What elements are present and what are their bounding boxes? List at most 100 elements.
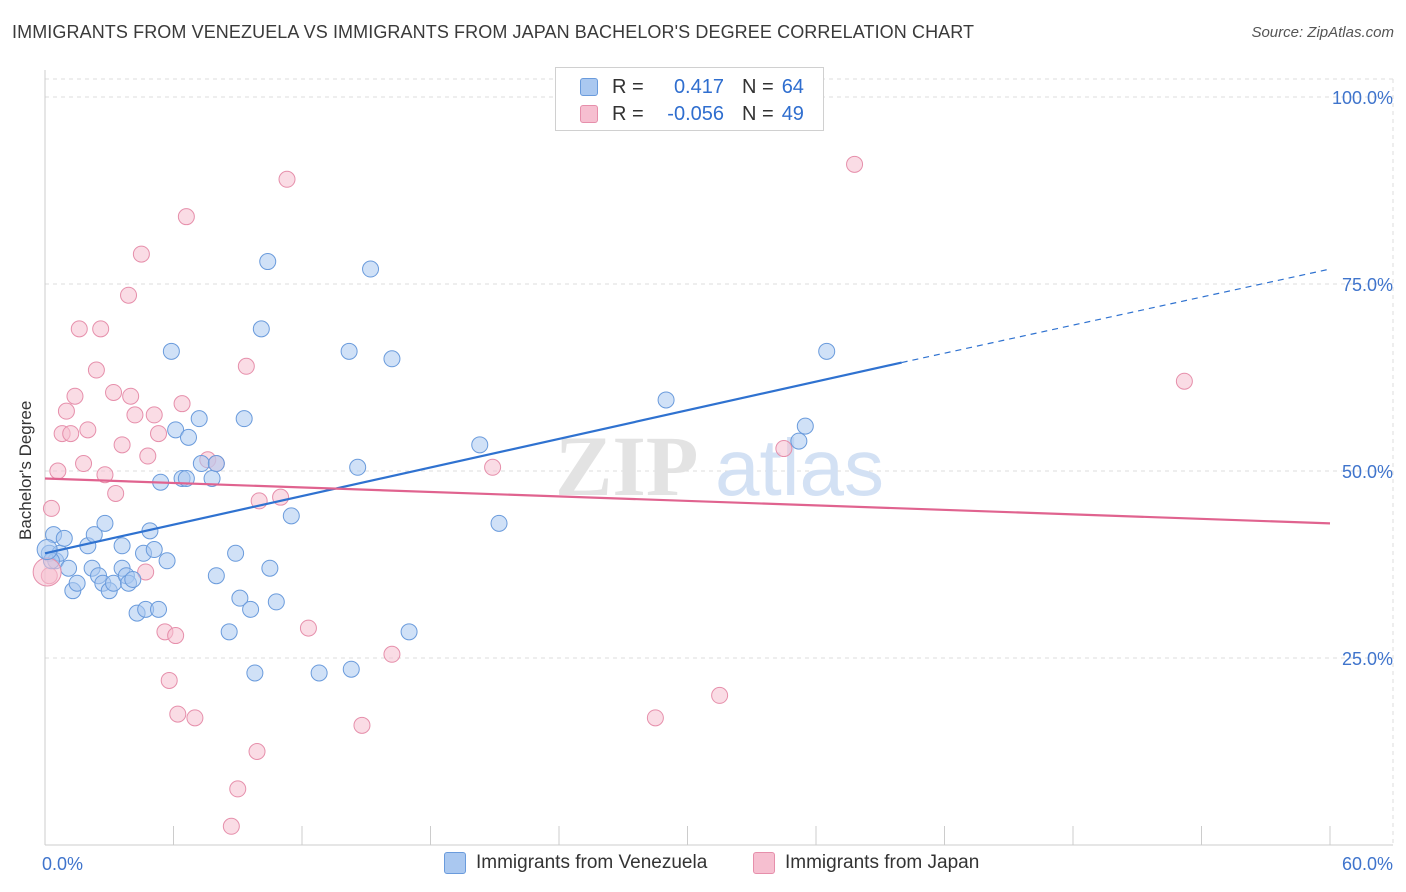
venezuela-point [471,436,489,454]
japan-point [169,705,187,723]
japan-point [107,484,125,502]
venezuela-point [259,253,277,271]
venezuela-point [145,541,163,559]
japan-point [278,170,296,188]
japan-point [137,563,155,581]
venezuela-point [220,623,238,641]
bottom-swatch-venezuela [444,852,466,874]
bottom-legend-japan: Immigrants from Japan [753,852,979,874]
venezuela-point [55,529,73,547]
venezuela-point [167,421,185,439]
correlation-legend: R = 0.417 N = 64 R = -0.056 N = 49 [555,67,824,131]
venezuela-point [60,559,78,577]
legend-n-label: N = [742,102,774,125]
japan-point [846,155,864,173]
japan-point [139,447,157,465]
venezuela-point [657,391,675,409]
venezuela-point [96,514,114,532]
venezuela-point [349,458,367,476]
japan-point [120,286,138,304]
venezuela-point [400,623,418,641]
japan-point [237,357,255,375]
japan-point [711,686,729,704]
japan-point [353,716,371,734]
legend-r-label: R = [612,102,644,125]
legend-n-value: 64 [781,75,804,98]
venezuela-point [383,350,401,368]
legend-n-label: N = [742,75,774,98]
venezuela-point [158,552,176,570]
x-tick-label: 0.0% [42,854,83,874]
venezuela-point [235,410,253,428]
bottom-legend-label: Immigrants from Venezuela [476,852,708,873]
bottom-legend-label: Immigrants from Japan [785,852,980,873]
venezuela-point [246,664,264,682]
x-tick-label: 60.0% [1342,854,1393,874]
y-axis-label: Bachelor's Degree [16,400,35,540]
japan-point [42,499,60,517]
y-tick-label: 75.0% [1342,275,1393,295]
venezuela-trendline [44,361,902,555]
japan-point-large [32,557,62,587]
japan-point [173,395,191,413]
japan-point [383,645,401,663]
venezuela-point [227,544,245,562]
japan-point [248,743,266,760]
bottom-swatch-japan [753,852,775,874]
japan-point [177,208,195,226]
japan-point [57,402,75,420]
bottom-legend-venezuela: Immigrants from Venezuela [444,852,707,874]
venezuela-point [362,260,380,278]
legend-r-value: -0.056 [667,102,724,125]
venezuela-point [124,570,142,588]
venezuela-point [179,428,197,446]
legend-swatch-venezuela [580,78,598,96]
venezuela-point [818,342,836,360]
legend-r-label: R = [612,75,644,98]
japan-point [79,421,97,439]
venezuela-point [162,342,180,360]
japan-point [186,709,204,727]
venezuela-point [190,410,208,428]
japan-point [167,627,185,645]
japan-trendline [44,477,1331,525]
japan-point [92,320,110,338]
venezuela-point [252,320,270,338]
japan-point [484,458,502,476]
venezuela-point [231,589,249,607]
legend-r-value: 0.417 [673,75,724,98]
japan-point [132,245,150,263]
japan-point [62,425,80,443]
venezuela-point [150,600,168,618]
japan-point [75,455,93,473]
venezuela-point [207,567,225,585]
legend-row-venezuela: R = 0.417 N = 64 [580,75,804,99]
venezuela-point [796,417,814,435]
venezuela-trendline-extension [901,268,1331,364]
legend-n-value: 49 [781,102,804,125]
venezuela-point [490,514,508,532]
venezuela-point [310,664,328,682]
japan-point [66,387,84,405]
chart-title: IMMIGRANTS FROM VENEZUELA VS IMMIGRANTS … [12,22,975,42]
japan-point [160,671,178,689]
japan-point [49,462,67,480]
japan-point [70,320,88,338]
legend-swatch-japan [580,105,598,123]
japan-point [145,406,163,424]
y-tick-label: 50.0% [1342,462,1393,482]
venezuela-point [261,559,279,577]
venezuela-point [267,593,285,611]
legend-row-japan: R = -0.056 N = 49 [580,102,804,126]
venezuela-point [192,455,210,473]
venezuela-point [790,432,808,450]
source-credit: Source: ZipAtlas.com [1251,24,1394,41]
venezuela-point [242,600,260,618]
y-tick-label: 100.0% [1332,88,1393,108]
japan-point [105,383,123,401]
japan-point [775,440,793,458]
venezuela-point [342,660,360,678]
japan-point [87,361,105,379]
venezuela-point [113,537,131,555]
